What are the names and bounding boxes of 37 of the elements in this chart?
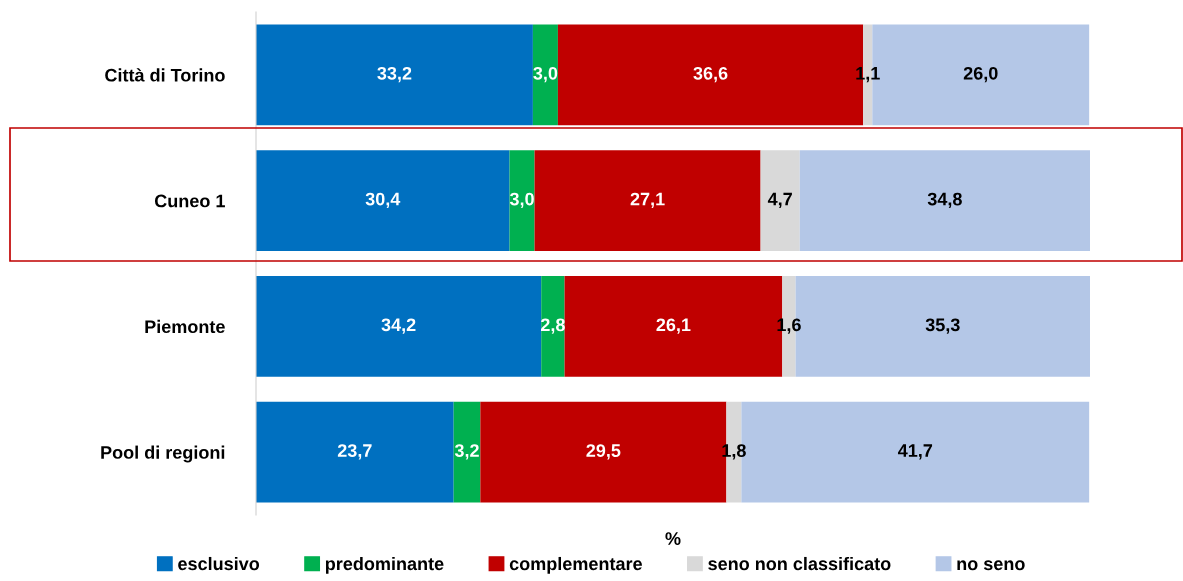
data-label: 35,3	[925, 318, 960, 334]
bar	[453, 401, 481, 503]
bar	[509, 150, 535, 251]
data-label: 33,2	[377, 66, 412, 83]
bar	[760, 150, 800, 251]
data-label: 29,5	[586, 444, 621, 460]
y-tick-label: Piemonte	[145, 319, 225, 334]
data-label: 4,7	[767, 192, 792, 209]
data-label: 23,7	[337, 444, 372, 460]
bar	[541, 276, 565, 377]
data-label: 3,0	[533, 66, 558, 83]
data-label: 30,4	[365, 192, 401, 209]
data-label: 34,2	[381, 318, 416, 334]
data-label: 26,0	[963, 66, 998, 83]
x-axis-title: %	[665, 532, 681, 545]
data-label: 41,7	[897, 444, 933, 460]
data-label: 3,2	[454, 444, 479, 460]
data-label: 26,1	[656, 318, 691, 334]
bar	[256, 24, 533, 126]
legend-label: esclusivo	[178, 556, 260, 571]
bar	[256, 276, 542, 377]
bar	[534, 150, 761, 251]
bar	[799, 150, 1090, 251]
data-label: 34,8	[927, 192, 962, 209]
y-tick-label: Pool di regioni	[101, 445, 225, 463]
legend-label: no seno	[957, 560, 1025, 571]
y-tick-label: Città di Torino	[105, 68, 225, 82]
y-tick-label: Cuneo 1	[154, 194, 225, 208]
bar	[256, 150, 510, 251]
data-label: 27,1	[630, 192, 665, 209]
legend-label: complementare	[509, 556, 642, 574]
legend-label: seno non classificato	[708, 556, 891, 571]
data-label: 36,6	[693, 66, 728, 83]
bar	[256, 401, 454, 503]
legend-label: predominante	[325, 556, 444, 574]
bar	[532, 24, 558, 126]
data-label: 3,0	[509, 192, 534, 209]
